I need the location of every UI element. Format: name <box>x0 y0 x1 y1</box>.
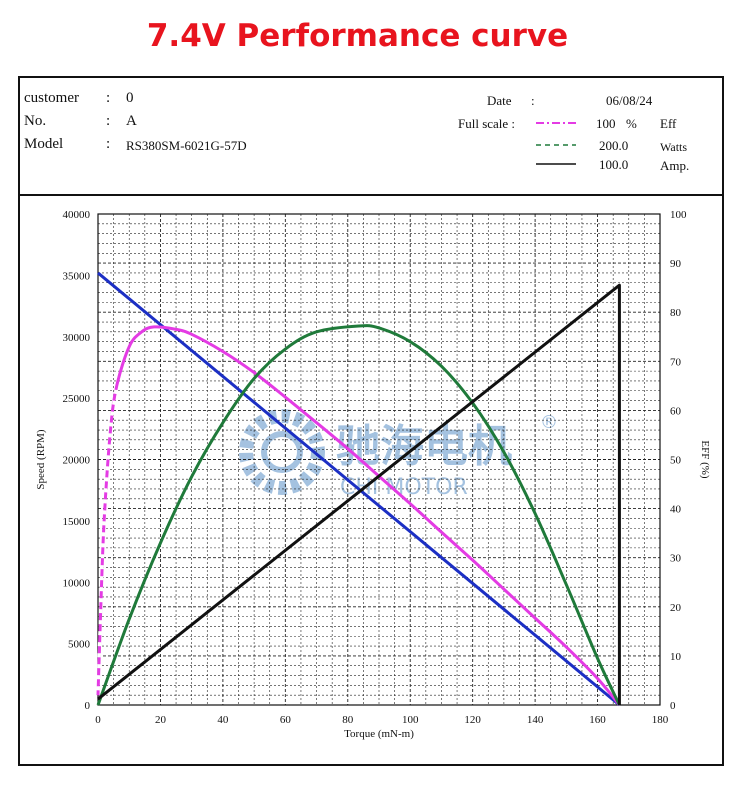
chart-frame <box>18 76 724 766</box>
x-tick-label: 20 <box>155 714 167 726</box>
legend-watts-name: Watts <box>660 140 688 154</box>
series-eff-dash-overlay <box>96 385 119 696</box>
y-left-tick-label: 5000 <box>68 639 91 651</box>
x-axis-label: Torque (mN-m) <box>344 728 414 740</box>
y-left-tick-label: 0 <box>85 700 91 712</box>
no-value: A <box>126 113 137 129</box>
y-left-tick-label: 40000 <box>63 209 91 221</box>
y-right-tick-label: 100 <box>670 209 687 221</box>
y-left-axis-label: Speed (RPM) <box>35 429 47 490</box>
y-right-tick-label: 20 <box>670 602 682 614</box>
chart-series <box>96 271 621 707</box>
y-right-tick-label: 10 <box>670 651 682 663</box>
legend-amp-name: Amp. <box>660 158 690 173</box>
y-right-tick-label: 0 <box>670 700 676 712</box>
y-right-tick-label: 60 <box>670 405 682 417</box>
x-tick-label: 100 <box>402 714 419 726</box>
legend-watts-value: 200.0 <box>599 138 629 153</box>
y-left-tick-label: 10000 <box>63 577 91 589</box>
date-label: Date <box>487 93 512 108</box>
y-left-tick-label: 30000 <box>63 332 91 344</box>
legend-eff-unit: % <box>626 116 637 131</box>
header-separator <box>18 194 724 196</box>
watermark-cn-text: 驰海电机 <box>336 421 512 472</box>
watermark-logo: 驰海电机 CHI MOTOR ® <box>239 409 558 500</box>
model-colon: : <box>106 136 111 152</box>
date-colon: : <box>531 93 535 108</box>
model-value: RS380SM-6021G-57D <box>126 138 247 153</box>
x-tick-label: 60 <box>280 714 292 726</box>
watermark-gear-icon <box>239 409 325 495</box>
x-tick-label: 140 <box>527 714 544 726</box>
y-left-tick-label: 20000 <box>63 455 91 467</box>
customer-colon: : <box>106 90 111 106</box>
watermark-gear-hub-icon <box>261 431 303 473</box>
y-right-tick-label: 50 <box>670 455 682 467</box>
legend-amp-value: 100.0 <box>599 157 629 172</box>
page-title: 7.4V Performance curve <box>146 18 569 54</box>
plot-area-border <box>97 213 661 706</box>
x-tick-label: 40 <box>217 714 229 726</box>
x-tick-label: 180 <box>652 714 669 726</box>
x-tick-label: 80 <box>342 714 354 726</box>
x-tick-label: 160 <box>589 714 606 726</box>
x-tick-label: 0 <box>95 714 101 726</box>
y-right-axis-label: EFF (%) <box>699 440 711 479</box>
chart-axes: 0 20 40 60 80 100 120 140 160 1800500010000150002… <box>63 209 688 726</box>
y-left-tick-label: 15000 <box>63 516 91 528</box>
y-right-tick-label: 30 <box>670 553 682 565</box>
legend-eff-name: Eff <box>660 116 677 131</box>
customer-value: 0 <box>126 90 134 106</box>
full-scale-label: Full scale : <box>458 116 516 131</box>
series-line-amp <box>97 283 621 705</box>
y-right-tick-label: 40 <box>670 504 682 516</box>
date-value: 06/08/24 <box>606 93 653 108</box>
legend-eff-value: 100 <box>596 116 616 131</box>
y-left-tick-label: 25000 <box>63 393 91 405</box>
series-line-speed <box>97 271 621 707</box>
watermark-reg-mark: ® <box>540 412 558 433</box>
no-colon: : <box>106 113 111 129</box>
no-label: No. <box>24 113 47 129</box>
series-line-eff <box>96 325 621 706</box>
y-left-tick-label: 35000 <box>63 270 91 282</box>
x-tick-label: 120 <box>464 714 481 726</box>
y-right-tick-label: 90 <box>670 258 682 270</box>
y-right-tick-label: 80 <box>670 307 682 319</box>
model-label: Model <box>24 136 64 152</box>
series-line-watts <box>96 324 621 706</box>
y-right-tick-label: 70 <box>670 356 682 368</box>
customer-label: customer <box>24 90 79 106</box>
